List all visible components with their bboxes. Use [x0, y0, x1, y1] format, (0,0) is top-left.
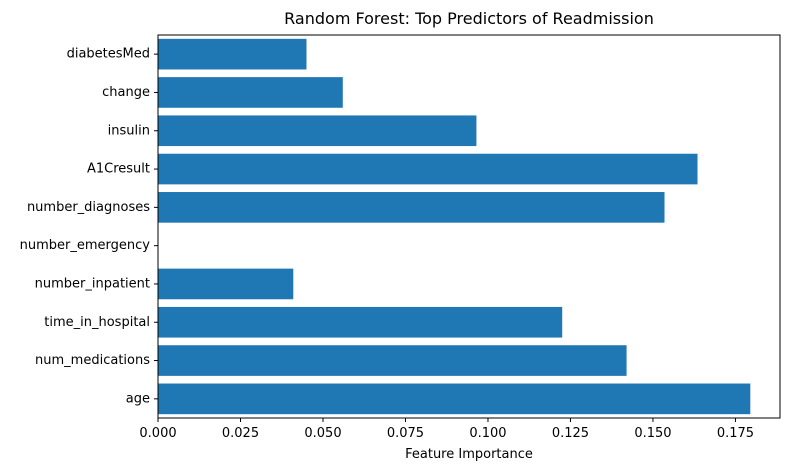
y-tick-label: time_in_hospital [44, 315, 150, 330]
x-tick-label: 0.175 [717, 426, 754, 441]
y-tick-label: num_medications [35, 353, 150, 368]
x-tick-label: 0.075 [387, 426, 424, 441]
x-tick-label: 0.000 [139, 426, 176, 441]
x-tick-label: 0.050 [304, 426, 341, 441]
bar-number_inpatient [158, 268, 294, 300]
bars-group [158, 38, 751, 415]
bar-insulin [158, 115, 477, 147]
bar-num_medications [158, 345, 627, 376]
chart-title: Random Forest: Top Predictors of Readmis… [284, 9, 654, 28]
bar-time_in_hospital [158, 306, 563, 338]
bar-change [158, 77, 343, 108]
y-tick-label: number_diagnoses [27, 200, 150, 215]
bar-diabetesMed [158, 38, 307, 70]
y-tick-label: insulin [108, 123, 150, 138]
y-tick-label: number_inpatient [35, 276, 150, 291]
x-axis-ticks: 0.000 0.025 0.050 0.075 0.100 0.125 0.150 0.175 [139, 418, 754, 441]
bar-age [158, 383, 751, 415]
y-tick-label: change [102, 85, 150, 100]
x-tick-label: 0.150 [634, 426, 671, 441]
x-tick-label: 0.125 [552, 426, 589, 441]
y-tick-label: number_emergency [20, 238, 151, 253]
plot-frame [157, 34, 781, 419]
bar-A1Cresult [158, 153, 698, 185]
y-tick-label: A1Cresult [87, 162, 150, 177]
y-tick-label: diabetesMed [67, 47, 150, 62]
x-tick-label: 0.100 [469, 426, 506, 441]
bar-number_diagnoses [158, 192, 665, 223]
y-tick-label: age [126, 391, 150, 406]
y-axis-ticks: age num_medications time_in_hospital number… [20, 47, 158, 406]
x-tick-label: 0.025 [222, 426, 259, 441]
x-axis-label: Feature Importance [405, 447, 533, 462]
